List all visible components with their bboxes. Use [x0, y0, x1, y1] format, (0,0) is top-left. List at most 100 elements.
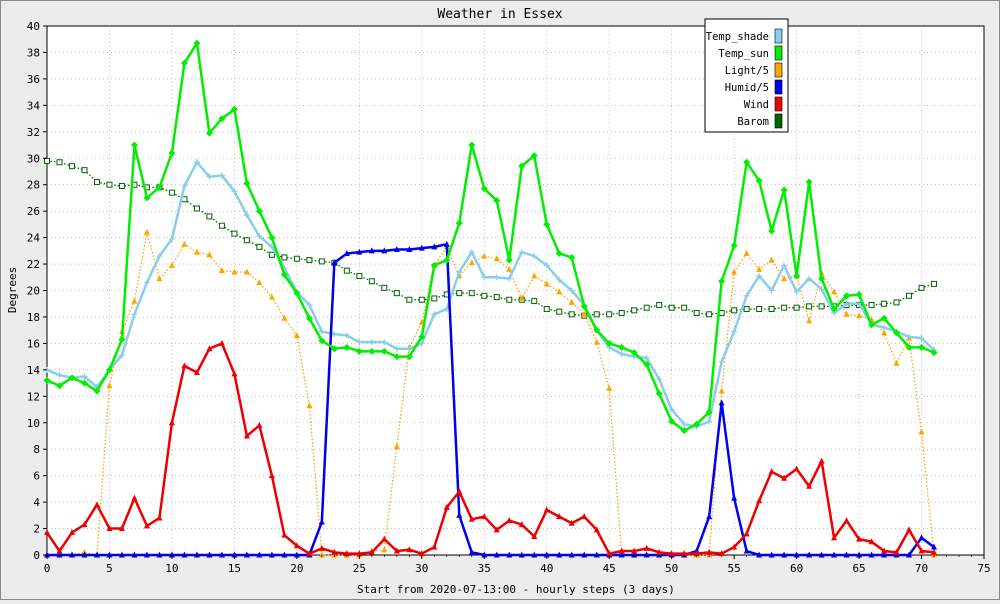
- data-point: [706, 311, 713, 318]
- y-tick-label: 26: [27, 205, 40, 218]
- x-tick-label: 60: [790, 562, 803, 575]
- data-point: [718, 358, 725, 365]
- data-point: [456, 268, 463, 275]
- data-point: [281, 314, 288, 321]
- data-point: [81, 167, 88, 174]
- data-point: [781, 275, 788, 282]
- data-point: [930, 349, 938, 357]
- data-point: [293, 542, 300, 549]
- data-point: [805, 178, 813, 186]
- data-point: [793, 304, 800, 311]
- data-point: [781, 551, 788, 558]
- data-point: [593, 551, 600, 558]
- data-point: [456, 488, 463, 495]
- data-point: [531, 551, 538, 558]
- data-point: [606, 550, 613, 557]
- data-point: [293, 331, 300, 338]
- data-point: [44, 157, 50, 164]
- data-point: [430, 261, 438, 269]
- data-point: [418, 244, 425, 251]
- data-point: [731, 268, 738, 275]
- data-point: [381, 247, 388, 254]
- x-tick-label: 20: [290, 562, 303, 575]
- y-tick-label: 4: [33, 496, 40, 509]
- data-point: [443, 256, 451, 264]
- data-point: [856, 312, 863, 319]
- y-axis-label: Degrees: [6, 267, 19, 313]
- y-tick-label: 12: [27, 390, 40, 403]
- series-line: [47, 242, 935, 557]
- data-point: [143, 228, 150, 235]
- data-point: [543, 551, 550, 558]
- data-point: [643, 354, 650, 361]
- data-point: [768, 287, 775, 294]
- data-point: [206, 173, 213, 180]
- data-point: [793, 272, 801, 280]
- series-layer: [43, 39, 938, 558]
- data-point: [530, 152, 538, 160]
- legend-swatch: [774, 96, 783, 112]
- data-point: [518, 294, 525, 301]
- data-point: [568, 551, 575, 558]
- x-tick-label: 35: [478, 562, 491, 575]
- legend-swatch: [774, 113, 783, 129]
- data-point: [906, 333, 913, 340]
- data-point: [131, 494, 138, 501]
- data-point: [743, 530, 750, 537]
- series-line: [46, 41, 935, 432]
- chart-title: Weather in Essex: [437, 7, 562, 22]
- data-point: [856, 300, 863, 307]
- data-point: [806, 275, 813, 282]
- data-point: [556, 551, 563, 558]
- x-tick-label: 30: [415, 562, 428, 575]
- data-point: [393, 290, 400, 297]
- data-point: [431, 311, 438, 318]
- data-point: [56, 551, 63, 558]
- y-tick-label: 30: [27, 152, 40, 165]
- data-point: [806, 303, 813, 310]
- data-point: [205, 129, 213, 137]
- data-point: [231, 268, 238, 275]
- data-point: [843, 310, 850, 317]
- data-point: [493, 551, 500, 558]
- data-point: [218, 267, 225, 274]
- y-tick-label: 40: [27, 20, 40, 33]
- data-point: [506, 275, 513, 282]
- data-point: [555, 249, 563, 257]
- data-point: [793, 551, 800, 558]
- x-tick-label: 45: [603, 562, 616, 575]
- data-point: [431, 543, 438, 550]
- data-point: [918, 534, 925, 541]
- data-point: [68, 374, 76, 382]
- series-wind: [44, 339, 938, 557]
- data-point: [218, 115, 226, 123]
- data-point: [881, 547, 888, 554]
- data-point: [231, 370, 238, 377]
- data-point: [281, 531, 288, 538]
- data-point: [168, 261, 175, 268]
- y-tick-label: 8: [33, 443, 40, 456]
- y-tick-label: 28: [27, 179, 40, 192]
- data-point: [81, 373, 88, 380]
- data-point: [393, 443, 400, 450]
- data-point: [768, 551, 775, 558]
- data-point: [181, 183, 188, 190]
- data-point: [56, 547, 63, 554]
- data-point: [168, 419, 175, 426]
- data-point: [568, 287, 575, 294]
- data-point: [56, 159, 63, 166]
- data-point: [455, 219, 463, 227]
- data-point: [856, 535, 863, 542]
- x-tick-label: 0: [44, 562, 51, 575]
- data-point: [743, 306, 750, 313]
- data-point: [318, 258, 325, 265]
- data-point: [593, 326, 601, 334]
- data-point: [468, 515, 475, 522]
- data-point: [118, 335, 126, 343]
- data-point: [243, 551, 250, 558]
- data-point: [193, 159, 200, 166]
- data-point: [268, 472, 275, 479]
- data-point: [106, 551, 113, 558]
- data-point: [380, 347, 388, 355]
- data-point: [831, 534, 838, 541]
